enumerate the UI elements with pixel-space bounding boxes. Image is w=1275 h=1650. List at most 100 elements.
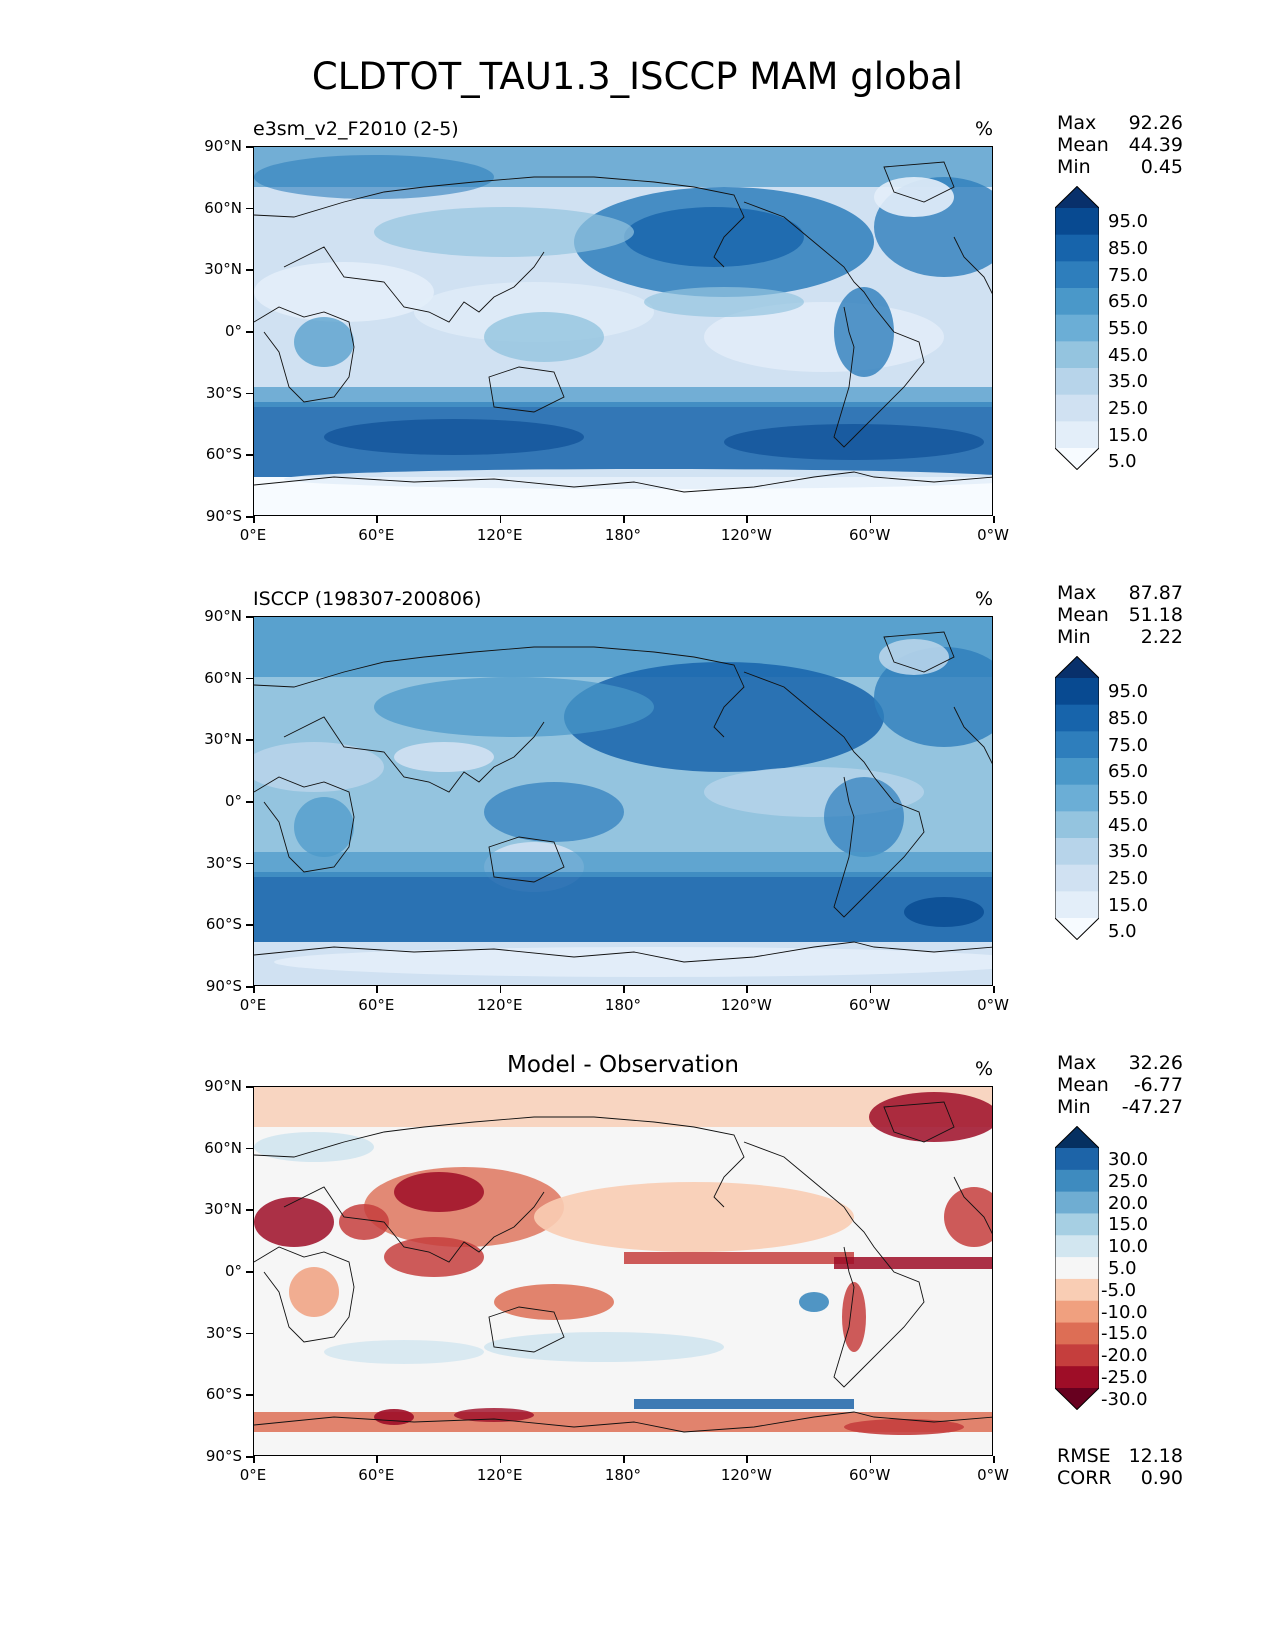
lat-tick: [246, 454, 253, 456]
colorbar-segment: [1055, 1235, 1099, 1258]
lat-tick: [246, 146, 253, 148]
colorbar-tick-label: 65.0: [1108, 291, 1149, 313]
stat-value: 44.39: [1128, 134, 1183, 156]
lon-tick-label: 120°E: [476, 526, 523, 544]
colorbar-tick-label: -25.0: [1101, 1367, 1148, 1389]
lon-tick-label: 0°W: [977, 526, 1009, 544]
colorbar-tick-label: -30.0: [1101, 1388, 1148, 1410]
lon-tick-label: 0°E: [239, 526, 267, 544]
panel-title: Model - Observation: [506, 1052, 740, 1078]
lon-tick-label: 0°W: [977, 1466, 1009, 1484]
colorbar-segment: [1055, 704, 1099, 732]
map-model: [253, 146, 993, 516]
map-field: [254, 1087, 992, 1455]
lat-tick: [246, 1147, 253, 1150]
colorbar-segment: [1055, 314, 1099, 342]
lat-tick-label: 60°N: [204, 198, 242, 217]
colorbar-extension-min: [1055, 918, 1099, 940]
colorbar-graphic: [1055, 656, 1099, 940]
colorbar-segment: [1055, 421, 1099, 449]
colorbar-tick-label: 25.0: [1108, 398, 1149, 419]
lon-tick: [623, 1456, 625, 1463]
lat-tick: [246, 677, 253, 680]
map-field: [254, 147, 992, 515]
lat-tick: [246, 1456, 253, 1458]
lat-tick: [246, 801, 253, 803]
stat-value: -47.27: [1121, 1096, 1183, 1118]
colorbar-tick-label: 5.0: [1108, 921, 1137, 943]
map-observation: [253, 616, 993, 986]
unit-label: %: [975, 1058, 994, 1080]
lat-tick-label: 60°N: [204, 1138, 242, 1157]
lat-tick-label: 60°S: [205, 445, 242, 464]
colorbar-segment: [1055, 394, 1099, 422]
lat-tick: [246, 1271, 253, 1273]
colorbar-segment: [1055, 1322, 1099, 1345]
colorbar-segment: [1055, 1213, 1099, 1236]
colorbar-segment: [1055, 811, 1099, 839]
stat-label: Max: [1057, 1052, 1097, 1074]
colorbar-tick-label: 25.0: [1108, 868, 1149, 889]
colorbar-tick-label: 30.0: [1108, 1148, 1149, 1170]
colorbar-segment: [1055, 1148, 1099, 1171]
colorbar-segment: [1055, 208, 1099, 236]
lon-tick: [993, 986, 995, 993]
lon-tick-label: 120°W: [720, 1466, 772, 1484]
lat-tick-label: 60°S: [205, 915, 242, 934]
stat-value: 51.18: [1128, 604, 1183, 626]
lon-tick: [993, 516, 995, 523]
lon-tick: [499, 516, 502, 523]
stat-value: -6.77: [1133, 1074, 1183, 1096]
colorbar-tick-label: 75.0: [1108, 734, 1149, 756]
lon-tick-label: 180°: [604, 526, 642, 544]
colorbar-segment: [1055, 368, 1099, 396]
stat-label: Min: [1057, 626, 1091, 648]
lon-tick-label: 60°E: [358, 526, 395, 544]
lat-tick: [246, 269, 253, 271]
colorbar-segment: [1055, 1191, 1099, 1214]
figure-title: CLDTOT_TAU1.3_ISCCP MAM global: [311, 55, 964, 98]
colorbar-tick-label: 75.0: [1108, 264, 1149, 286]
colorbar-tick-label: 25.0: [1108, 1170, 1149, 1192]
lon-tick: [499, 1456, 502, 1463]
lon-tick: [869, 986, 872, 993]
colorbar-tick-label: 45.0: [1108, 814, 1149, 836]
lat-tick-label: 90°S: [205, 977, 242, 995]
lat-tick-label: 90°S: [205, 1447, 242, 1465]
stat-value: 0.45: [1140, 156, 1183, 178]
colorbar-graphic: [1055, 186, 1099, 470]
lat-tick: [246, 207, 253, 210]
map-difference: [253, 1086, 993, 1456]
lon-tick-label: 60°E: [358, 1466, 395, 1484]
lat-tick-label: 30°N: [204, 1200, 242, 1219]
lon-tick: [253, 1456, 255, 1463]
lon-tick: [746, 986, 748, 993]
colorbar-tick-label: -5.0: [1101, 1279, 1137, 1301]
lat-tick-label: 30°S: [205, 383, 242, 402]
stat-label: Max: [1057, 582, 1097, 604]
lon-tick-label: 60°W: [848, 996, 891, 1014]
lat-tick: [246, 924, 253, 926]
colorbar-tick-label: 45.0: [1108, 344, 1149, 366]
colorbar-segment: [1055, 1169, 1099, 1193]
lon-tick: [376, 986, 378, 993]
colorbar-tick-label: 55.0: [1108, 788, 1149, 809]
lat-tick-label: 0°: [224, 1262, 242, 1280]
lon-tick: [376, 1456, 378, 1463]
lon-tick: [623, 516, 625, 523]
lon-tick: [376, 516, 378, 523]
colorbar-tick-label: 95.0: [1108, 211, 1149, 233]
colorbar-tick-label: 5.0: [1108, 451, 1137, 473]
lat-tick: [246, 1332, 253, 1335]
stat-value: 92.26: [1128, 112, 1183, 134]
lat-tick: [246, 392, 253, 395]
colorbar-tick-label: 15.0: [1108, 894, 1149, 916]
stat-label: Mean: [1057, 604, 1109, 626]
lon-tick: [869, 1456, 872, 1463]
stat-label: Max: [1057, 112, 1097, 134]
colorbar-segment: [1055, 288, 1099, 316]
colorbar-segment: [1055, 261, 1099, 289]
map-field: [254, 617, 992, 985]
lat-tick: [246, 616, 253, 618]
lat-tick-label: 0°: [224, 792, 242, 810]
